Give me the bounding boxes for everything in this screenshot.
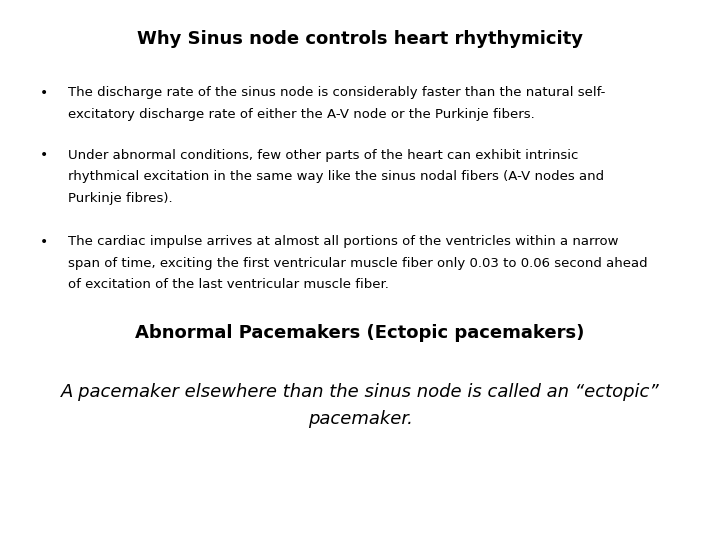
Text: rhythmical excitation in the same way like the sinus nodal fibers (A-V nodes and: rhythmical excitation in the same way li… <box>68 170 605 183</box>
Text: •: • <box>40 235 48 249</box>
Text: of excitation of the last ventricular muscle fiber.: of excitation of the last ventricular mu… <box>68 278 390 291</box>
Text: pacemaker.: pacemaker. <box>307 410 413 428</box>
Text: Purkinje fibres).: Purkinje fibres). <box>68 192 173 205</box>
Text: The cardiac impulse arrives at almost all portions of the ventricles within a na: The cardiac impulse arrives at almost al… <box>68 235 619 248</box>
Text: Under abnormal conditions, few other parts of the heart can exhibit intrinsic: Under abnormal conditions, few other par… <box>68 148 579 161</box>
Text: span of time, exciting the first ventricular muscle fiber only 0.03 to 0.06 seco: span of time, exciting the first ventric… <box>68 256 648 269</box>
Text: The discharge rate of the sinus node is considerably faster than the natural sel: The discharge rate of the sinus node is … <box>68 86 606 99</box>
Text: Abnormal Pacemakers (Ectopic pacemakers): Abnormal Pacemakers (Ectopic pacemakers) <box>135 324 585 342</box>
Text: A pacemaker elsewhere than the sinus node is called an “ectopic”: A pacemaker elsewhere than the sinus nod… <box>60 383 660 401</box>
Text: Why Sinus node controls heart rhythymicity: Why Sinus node controls heart rhythymici… <box>137 30 583 48</box>
Text: •: • <box>40 148 48 163</box>
Text: •: • <box>40 86 48 100</box>
Text: excitatory discharge rate of either the A-V node or the Purkinje fibers.: excitatory discharge rate of either the … <box>68 108 535 121</box>
